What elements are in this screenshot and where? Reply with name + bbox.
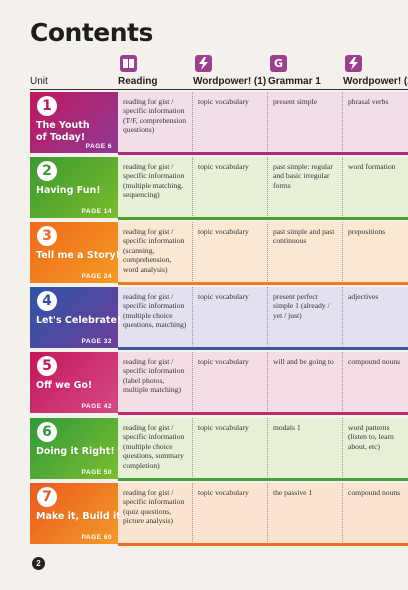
wordpower-1-cell: topic vocabulary bbox=[193, 483, 268, 544]
grammar-1-cell: present perfect simple 1 (already / yet … bbox=[268, 287, 343, 348]
column-header-reading: Reading bbox=[118, 76, 158, 87]
unit-block[interactable]: 5 Off we Go! PAGE 42 bbox=[30, 352, 118, 413]
wordpower-2-cell: prepositions bbox=[348, 227, 386, 236]
column-header-wordpower-1: Wordpower! (1) bbox=[193, 76, 267, 87]
wordpower-1-cell: topic vocabulary bbox=[193, 287, 268, 348]
unit-page: PAGE 6 bbox=[85, 143, 112, 150]
unit-title-line: Doing it Right! bbox=[36, 446, 115, 457]
unit-number: 7 bbox=[37, 487, 57, 507]
unit-block[interactable]: 1 The Youth of Today! PAGE 6 bbox=[30, 92, 118, 153]
unit-title-line: Make it, Build it! bbox=[36, 511, 126, 522]
unit-title-line: of Today! bbox=[36, 132, 86, 143]
lightning-icon bbox=[195, 55, 212, 72]
wordpower-1-cell: topic vocabulary bbox=[193, 222, 268, 283]
row-divider bbox=[118, 543, 408, 546]
table-row: 7 Make it, Build it! PAGE 60 reading for… bbox=[30, 483, 408, 546]
wordpower-2-cell: compound nouns bbox=[348, 357, 401, 366]
unit-title: Doing it Right! bbox=[36, 446, 115, 458]
unit-title: Make it, Build it! bbox=[36, 511, 125, 523]
table-row: 3 Tell me a Story! PAGE 24 reading for g… bbox=[30, 222, 408, 285]
unit-title: Off we Go! bbox=[36, 380, 92, 392]
row-divider bbox=[118, 152, 408, 155]
grammar-1-cell: past simple and past continuous bbox=[268, 222, 343, 283]
reading-cell: reading for gist / specific information … bbox=[118, 483, 193, 544]
wordpower-2-cell: phrasal verbs bbox=[348, 97, 389, 106]
row-divider bbox=[118, 217, 408, 220]
reading-cell: reading for gist / specific information … bbox=[118, 418, 193, 479]
unit-page: PAGE 60 bbox=[81, 534, 112, 541]
unit-title: Let's Celebrate! bbox=[36, 315, 121, 327]
wordpower-1-cell: topic vocabulary bbox=[193, 418, 268, 479]
table-row: 1 The Youth of Today! PAGE 6 reading for… bbox=[30, 92, 408, 155]
lightning-icon bbox=[345, 55, 362, 72]
unit-title: Tell me a Story! bbox=[36, 250, 120, 262]
unit-number: 4 bbox=[37, 291, 57, 311]
unit-page: PAGE 42 bbox=[81, 403, 112, 410]
unit-number: 5 bbox=[37, 356, 57, 376]
grammar-1-cell: modals 1 bbox=[268, 418, 343, 479]
unit-number: 3 bbox=[37, 226, 57, 246]
unit-title-line: Tell me a Story! bbox=[36, 250, 120, 261]
unit-title: The Youth of Today! bbox=[36, 120, 90, 144]
unit-block[interactable]: 7 Make it, Build it! PAGE 60 bbox=[30, 483, 125, 544]
unit-title-line: Let's Celebrate! bbox=[36, 315, 122, 326]
wordpower-1-cell: topic vocabulary bbox=[193, 157, 268, 218]
unit-page: PAGE 50 bbox=[81, 469, 112, 476]
column-header-wordpower-2: Wordpower! (2) bbox=[343, 76, 408, 87]
wordpower-2-cell: word patterns (listen to, learn about, e… bbox=[348, 423, 394, 451]
unit-block[interactable]: 6 Doing it Right! PAGE 50 bbox=[30, 418, 118, 479]
header-divider bbox=[30, 89, 408, 90]
grammar-1-cell: present simple bbox=[268, 92, 343, 153]
table-row: 2 Having Fun! PAGE 14 reading for gist /… bbox=[30, 157, 408, 220]
reading-cell: reading for gist / specific information … bbox=[118, 352, 193, 413]
grammar-1-cell: the passive 1 bbox=[268, 483, 343, 544]
unit-block[interactable]: 2 Having Fun! PAGE 14 bbox=[30, 157, 118, 218]
row-divider bbox=[118, 478, 408, 481]
unit-block[interactable]: 3 Tell me a Story! PAGE 24 bbox=[30, 222, 120, 283]
unit-page: PAGE 32 bbox=[81, 338, 112, 345]
unit-number: 1 bbox=[37, 96, 57, 116]
unit-title-line: The Youth bbox=[36, 120, 90, 131]
unit-number: 2 bbox=[37, 161, 57, 181]
unit-number: 6 bbox=[37, 422, 57, 442]
page-number: 2 bbox=[32, 557, 45, 570]
row-divider bbox=[118, 282, 408, 285]
column-header-unit: Unit bbox=[30, 76, 48, 87]
column-header-grammar-1: Grammar 1 bbox=[268, 76, 321, 87]
row-divider bbox=[118, 347, 408, 350]
table-row: 6 Doing it Right! PAGE 50 reading for gi… bbox=[30, 418, 408, 481]
unit-title: Having Fun! bbox=[36, 185, 101, 197]
unit-page: PAGE 14 bbox=[81, 208, 112, 215]
page-title: Contents bbox=[30, 18, 153, 47]
reading-cell: reading for gist / specific information … bbox=[118, 92, 193, 153]
row-divider bbox=[118, 412, 408, 415]
grammar-1-cell: past simple: regular and basic irregular… bbox=[268, 157, 343, 218]
unit-page: PAGE 24 bbox=[81, 273, 112, 280]
wordpower-2-cell: adjectives bbox=[348, 292, 379, 301]
g-letter-icon: G bbox=[270, 55, 287, 72]
reading-cell: reading for gist / specific information … bbox=[118, 157, 193, 218]
reading-cell: reading for gist / specific information … bbox=[118, 222, 193, 283]
book-icon bbox=[120, 55, 137, 72]
reading-cell: reading for gist / specific information … bbox=[118, 287, 193, 348]
wordpower-2-cell: compound nouns bbox=[348, 488, 401, 497]
grammar-1-cell: will and be going to bbox=[268, 352, 343, 413]
table-row: 4 Let's Celebrate! PAGE 32 reading for g… bbox=[30, 287, 408, 350]
wordpower-1-cell: topic vocabulary bbox=[193, 352, 268, 413]
unit-title-line: Off we Go! bbox=[36, 380, 93, 391]
wordpower-2-cell: word formation bbox=[348, 162, 396, 171]
unit-block[interactable]: 4 Let's Celebrate! PAGE 32 bbox=[30, 287, 121, 348]
table-row: 5 Off we Go! PAGE 42 reading for gist / … bbox=[30, 352, 408, 415]
unit-title-line: Having Fun! bbox=[36, 185, 101, 196]
wordpower-1-cell: topic vocabulary bbox=[193, 92, 268, 153]
